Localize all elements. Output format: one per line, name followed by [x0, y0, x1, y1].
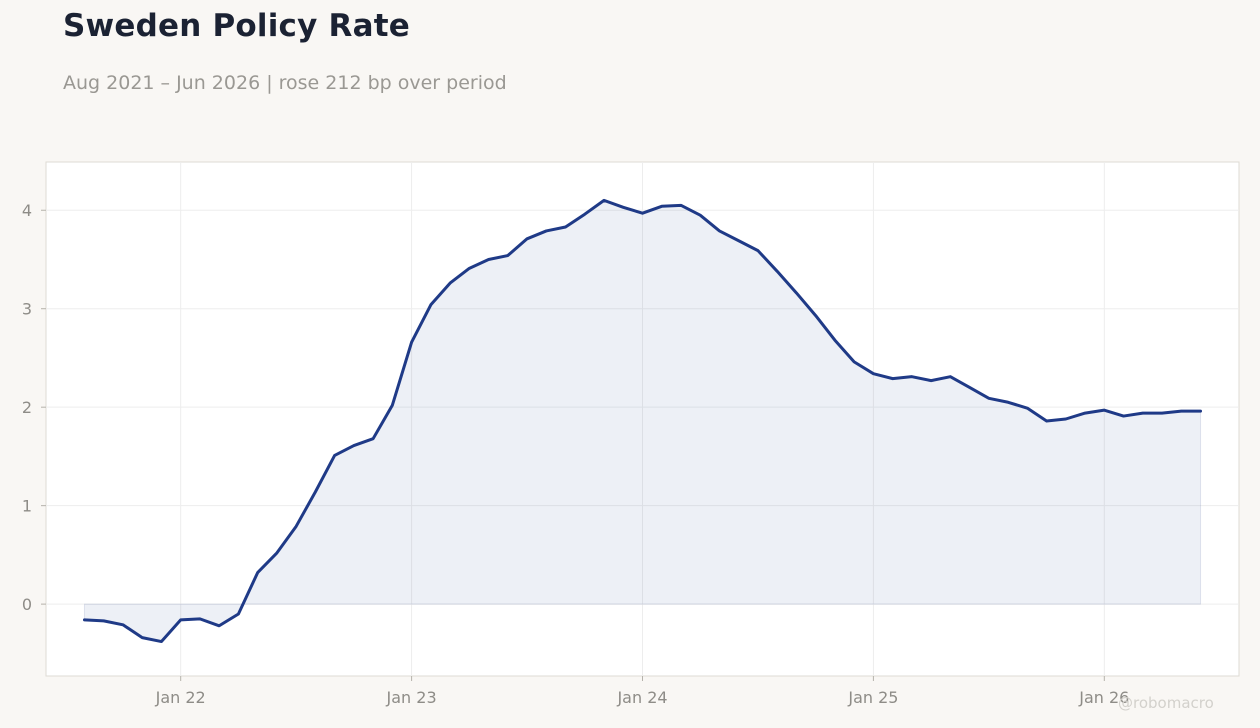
series-line: [82, 198, 1203, 644]
data-point: [603, 199, 606, 202]
data-point: [583, 213, 586, 216]
data-point: [833, 339, 836, 342]
y-tick-label: 4: [22, 201, 32, 220]
data-point: [141, 636, 144, 639]
data-point: [218, 624, 221, 627]
data-point: [1122, 415, 1125, 418]
data-point: [1103, 409, 1106, 412]
data-point: [372, 437, 375, 440]
data-point: [160, 640, 163, 643]
data-point: [679, 204, 682, 207]
data-point: [987, 397, 990, 400]
data-point: [1064, 418, 1067, 421]
y-axis-ticks: 0 1 2 3 4: [22, 201, 46, 614]
y-tick-label: 3: [22, 300, 32, 319]
data-point: [1026, 407, 1029, 410]
data-point: [102, 619, 105, 622]
data-point: [910, 375, 913, 378]
y-tick-label: 0: [22, 595, 32, 614]
data-point: [699, 214, 702, 217]
data-point: [718, 229, 721, 232]
data-point: [545, 229, 548, 232]
data-point: [237, 612, 240, 615]
data-point: [853, 360, 856, 363]
chart-title: Sweden Policy Rate: [63, 8, 410, 44]
data-point: [564, 225, 567, 228]
data-point: [814, 314, 817, 317]
data-point: [1084, 412, 1087, 415]
data-point: [1161, 412, 1164, 415]
data-point: [1141, 412, 1144, 415]
data-point: [314, 490, 317, 493]
data-point: [1007, 401, 1010, 404]
x-tick-label: Jan 24: [616, 688, 667, 707]
data-point: [198, 617, 201, 620]
data-point: [660, 205, 663, 208]
y-tick-label: 2: [22, 398, 32, 417]
data-point: [295, 525, 298, 528]
data-point: [449, 282, 452, 285]
data-point: [468, 267, 471, 270]
data-point: [121, 623, 124, 626]
data-point: [1045, 419, 1048, 422]
data-point: [930, 379, 933, 382]
data-point: [410, 341, 413, 344]
data-point: [795, 291, 798, 294]
data-point: [83, 618, 86, 621]
data-point: [737, 239, 740, 242]
data-point: [487, 258, 490, 261]
data-point: [622, 206, 625, 209]
data-point: [891, 377, 894, 380]
data-point: [506, 254, 509, 257]
x-tick-label: Jan 25: [847, 688, 898, 707]
data-point: [256, 571, 259, 574]
data-point: [275, 551, 278, 554]
x-tick-label: Jan 22: [155, 688, 206, 707]
data-point: [179, 618, 182, 621]
x-axis-ticks: Jan 22 Jan 23 Jan 24 Jan 25 Jan 26: [155, 676, 1129, 707]
data-point: [968, 386, 971, 389]
y-tick-label: 1: [22, 497, 32, 516]
data-point: [1199, 410, 1202, 413]
chart-subtitle: Aug 2021 – Jun 2026 | rose 212 bp over p…: [63, 72, 507, 94]
data-point: [776, 270, 779, 273]
data-point: [429, 303, 432, 306]
data-point: [872, 372, 875, 375]
data-point: [352, 444, 355, 447]
data-point: [526, 237, 529, 240]
x-tick-label: Jan 23: [386, 688, 437, 707]
data-point: [949, 375, 952, 378]
x-tick-label: Jan 26: [1078, 688, 1129, 707]
data-point: [1180, 410, 1183, 413]
grid-lines: [46, 162, 1239, 676]
data-point: [333, 454, 336, 457]
data-point: [641, 212, 644, 215]
data-point: [391, 404, 394, 407]
data-point: [756, 249, 759, 252]
watermark: @robomacro: [1118, 694, 1214, 712]
